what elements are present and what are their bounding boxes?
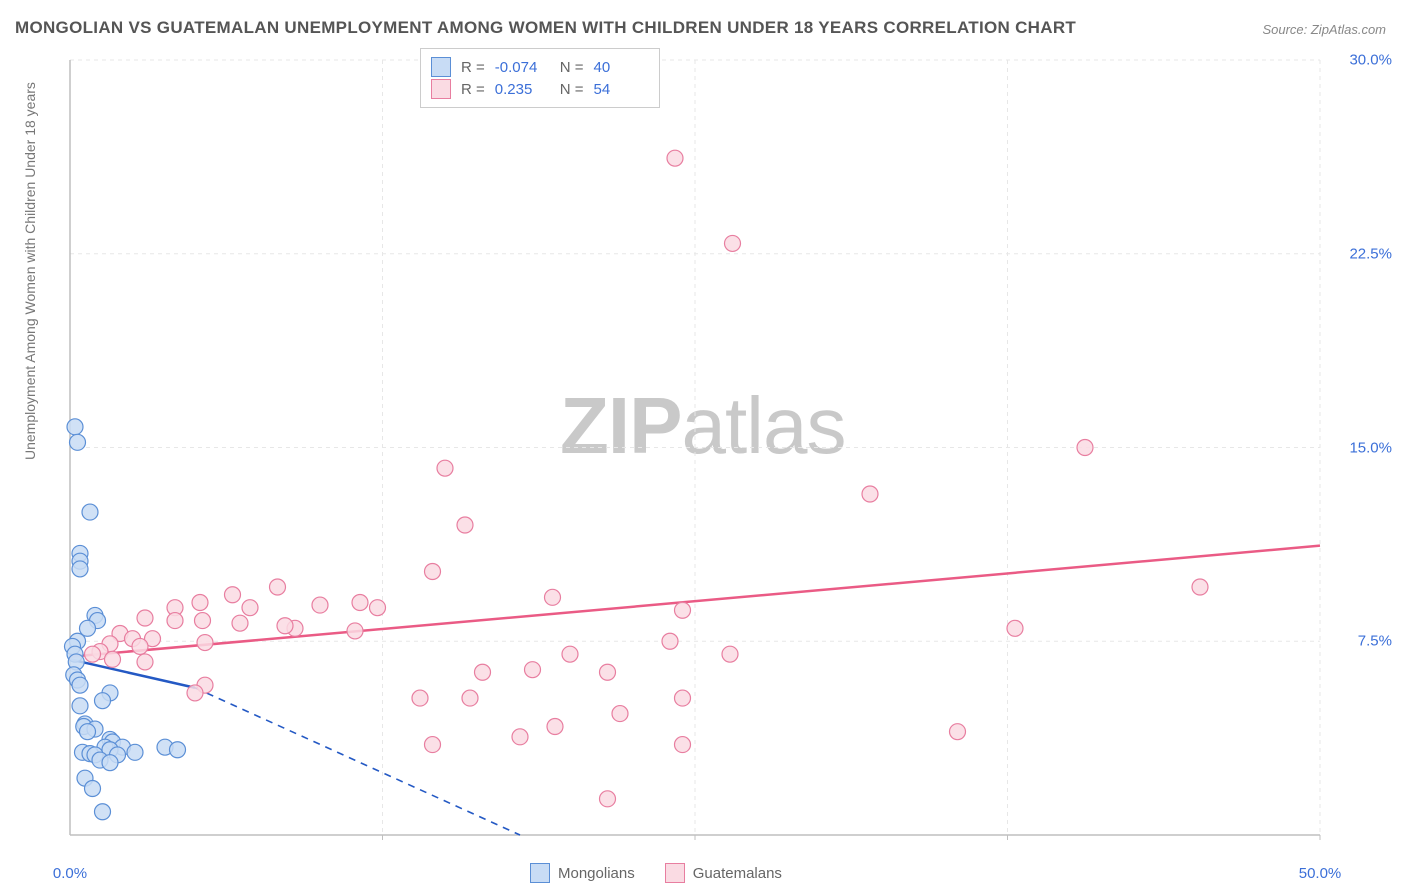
stat-n-label-2: N = <box>560 81 584 98</box>
chart-container: MONGOLIAN VS GUATEMALAN UNEMPLOYMENT AMO… <box>0 0 1406 892</box>
legend-label-mongolians: Mongolians <box>558 865 635 882</box>
y-tick-label: 30.0% <box>1349 52 1392 69</box>
y-axis-title: Unemployment Among Women with Children U… <box>22 82 38 460</box>
legend-swatch-mongolians <box>530 863 550 883</box>
legend-swatch-guatemalans <box>665 863 685 883</box>
stat-r-label-2: R = <box>461 81 485 98</box>
stat-n-mongolians: 40 <box>594 59 649 76</box>
scatter-plot-svg <box>60 50 1340 840</box>
legend-item-guatemalans: Guatemalans <box>665 863 782 883</box>
stat-n-label: N = <box>560 59 584 76</box>
legend-item-mongolians: Mongolians <box>530 863 635 883</box>
swatch-mongolians <box>431 57 451 77</box>
bottom-legend: Mongolians Guatemalans <box>530 863 782 883</box>
chart-title: MONGOLIAN VS GUATEMALAN UNEMPLOYMENT AMO… <box>15 18 1076 38</box>
stats-legend: R = -0.074 N = 40 R = 0.235 N = 54 <box>420 48 660 108</box>
stat-r-mongolians: -0.074 <box>495 59 550 76</box>
swatch-guatemalans <box>431 79 451 99</box>
y-tick-label: 15.0% <box>1349 439 1392 456</box>
source-attribution: Source: ZipAtlas.com <box>1262 22 1386 37</box>
stat-r-guatemalans: 0.235 <box>495 81 550 98</box>
y-tick-label: 7.5% <box>1358 633 1392 650</box>
x-tick-label: 0.0% <box>53 865 87 882</box>
stat-n-guatemalans: 54 <box>594 81 649 98</box>
stat-r-label: R = <box>461 59 485 76</box>
y-tick-label: 22.5% <box>1349 245 1392 262</box>
stats-row-guatemalans: R = 0.235 N = 54 <box>431 79 649 99</box>
legend-label-guatemalans: Guatemalans <box>693 865 782 882</box>
x-tick-label: 50.0% <box>1299 865 1342 882</box>
stats-row-mongolians: R = -0.074 N = 40 <box>431 57 649 77</box>
